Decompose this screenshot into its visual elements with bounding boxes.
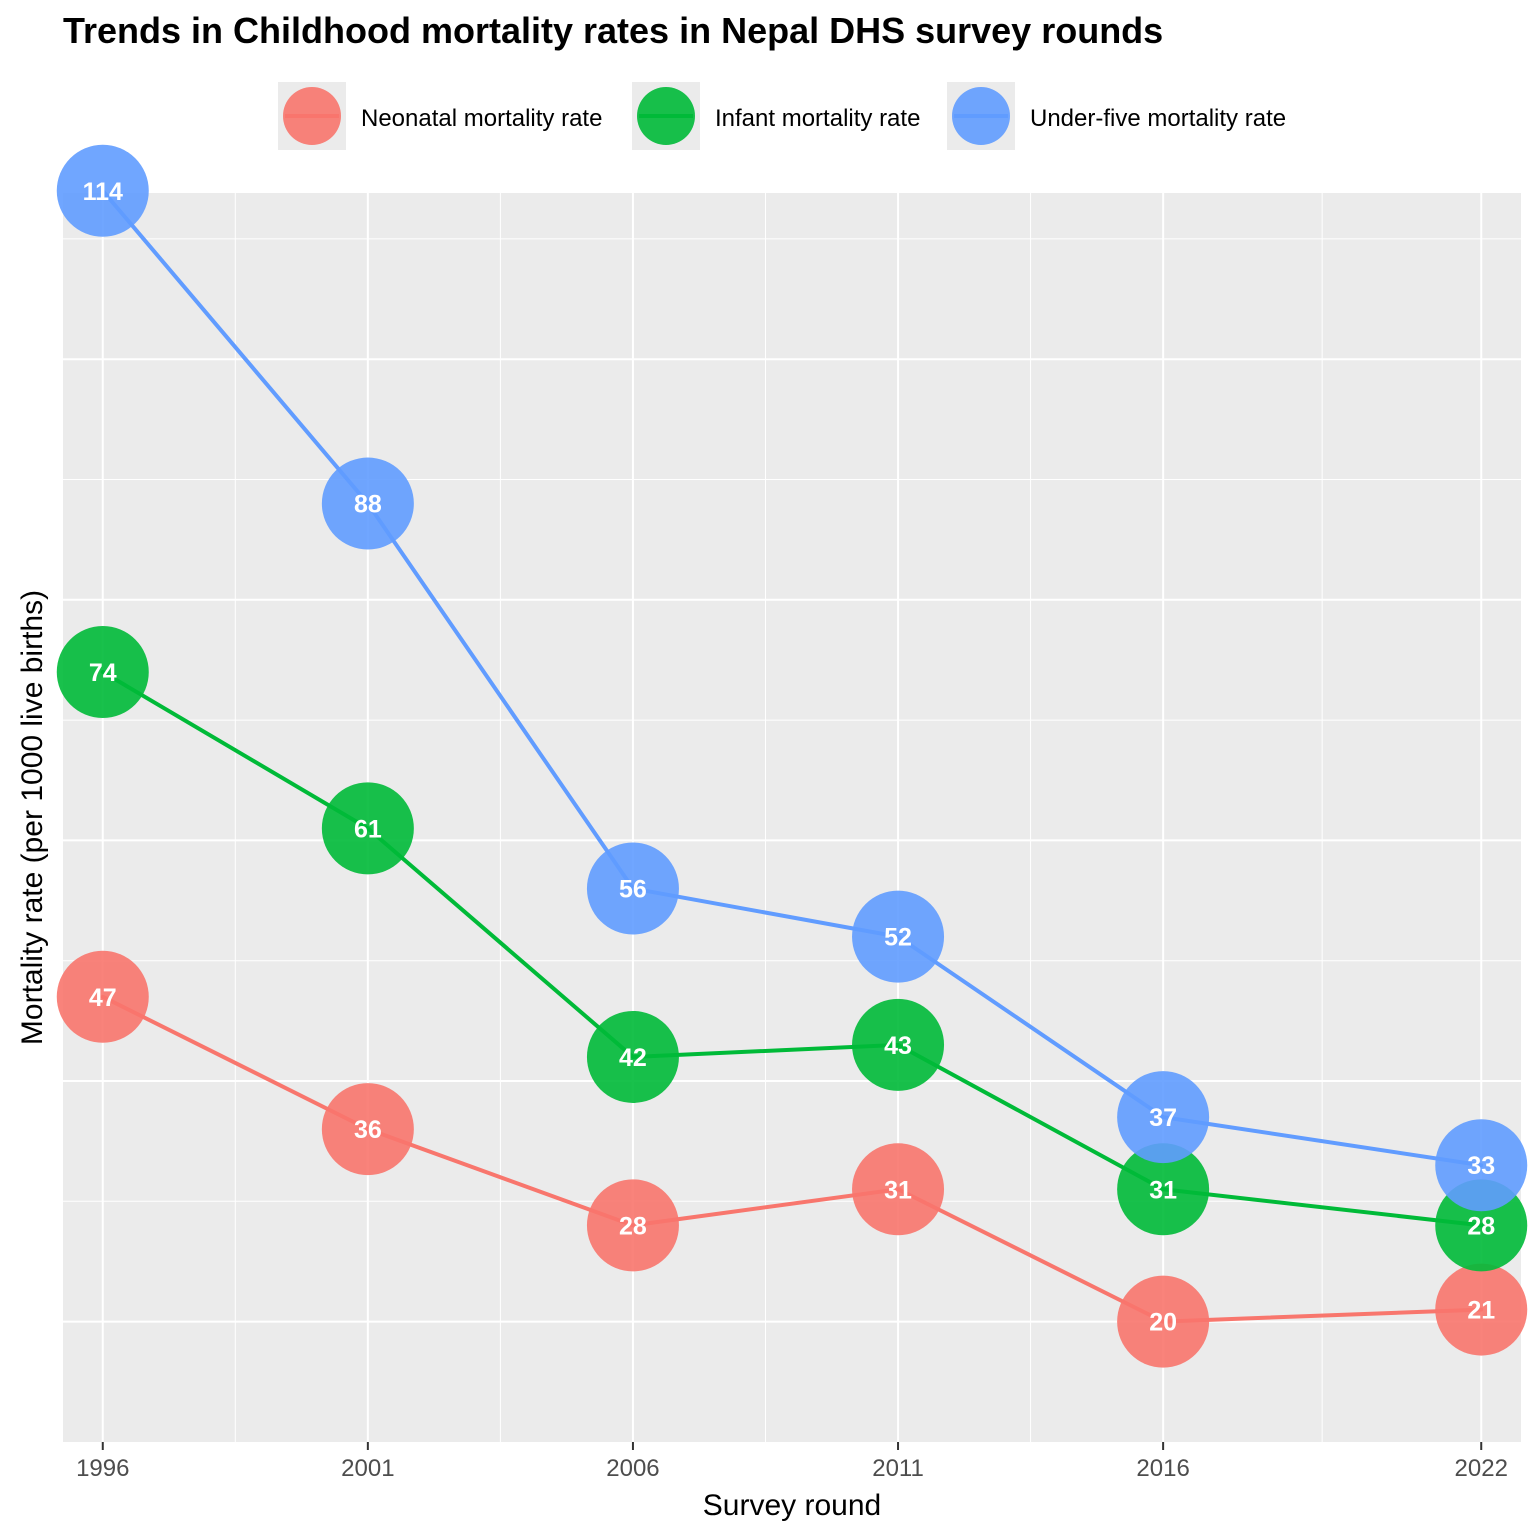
data-label: 21 [1467,1297,1495,1325]
data-points: 47 36 28 31 20 21 74 61 42 43 31 28 114 88 56 52 37 33 [56,144,1528,1368]
data-point [852,998,945,1091]
x-tick-label: 2016 [1136,1455,1189,1482]
x-axis: 1996 2001 2006 2011 2016 2022 [76,1442,1508,1482]
data-label: 114 [83,178,123,206]
legend-marker [952,87,1010,145]
data-point [321,782,414,875]
x-tick-label: 2011 [872,1455,924,1482]
data-label: 20 [1149,1309,1177,1337]
data-point [1117,1071,1210,1164]
data-label: 88 [354,491,382,519]
data-point [56,144,149,237]
data-label: 42 [619,1044,647,1072]
data-point [1117,1143,1210,1236]
chart-title: Trends in Childhood mortality rates in N… [63,10,1164,51]
x-tick-label: 2022 [1455,1455,1508,1482]
data-point [852,890,945,983]
series-line [100,669,1484,1228]
x-axis-title: Survey round [703,1489,881,1522]
data-label: 28 [619,1212,647,1240]
data-label: 31 [884,1176,912,1204]
legend-label: Neonatal mortality rate [361,105,602,132]
data-point [56,625,149,718]
data-point [56,950,149,1043]
data-point [1435,1263,1528,1356]
data-point [321,457,414,550]
data-point [321,1083,414,1176]
data-label: 43 [884,1032,912,1060]
data-label: 31 [1149,1176,1177,1204]
legend-marker [283,87,341,145]
x-tick-label: 2006 [606,1455,659,1482]
data-point [586,1010,679,1103]
data-label: 36 [354,1116,382,1144]
legend-label: Under-five mortality rate [1030,105,1286,132]
legend-label: Infant mortality rate [715,105,920,132]
data-label: 28 [1467,1212,1495,1240]
y-axis-title: Mortality rate (per 1000 live births) [16,590,49,1045]
x-tick-label: 2001 [341,1455,394,1482]
data-label: 52 [884,924,912,952]
data-label: 56 [619,876,647,904]
series-line [100,994,1484,1324]
x-tick-label: 1996 [76,1455,129,1482]
data-label: 37 [1149,1104,1177,1132]
data-point [1435,1119,1528,1212]
data-point [586,1179,679,1272]
legend-marker [637,87,695,145]
data-point [1117,1275,1210,1368]
series-lines [100,188,1484,1324]
data-label: 47 [89,984,117,1012]
series-line [100,188,1484,1168]
data-point [586,842,679,935]
plot-panel [63,193,1521,1442]
data-point [852,1143,945,1236]
legend: Neonatal mortality rate Infant mortality … [278,82,1286,150]
data-label: 33 [1467,1152,1495,1180]
data-label: 74 [89,659,117,687]
data-label: 61 [354,815,382,843]
